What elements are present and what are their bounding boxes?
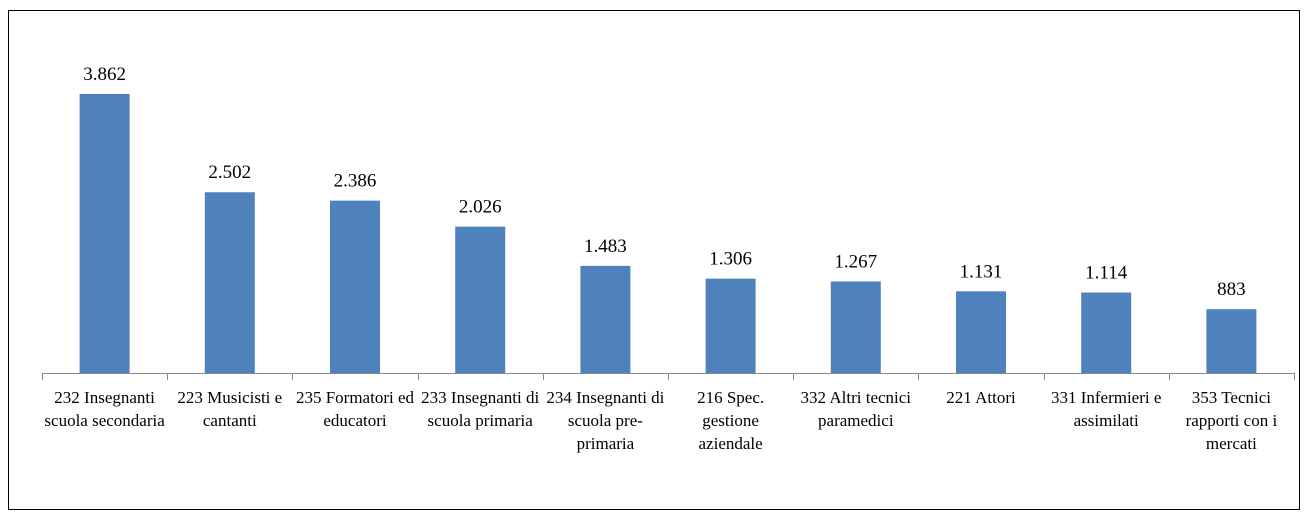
data-label: 1.131: [960, 261, 1003, 282]
bar: [956, 291, 1006, 373]
x-tick-label: 331 Infermieri e assimilati: [1050, 388, 1162, 430]
x-tick-label: 216 Spec. gestione aziendale: [697, 388, 765, 453]
data-label: 2.502: [208, 162, 251, 183]
data-label: 1.306: [709, 249, 752, 270]
bar: [830, 281, 881, 373]
x-tick-label: 221 Attori: [946, 388, 1016, 407]
bar: [1206, 309, 1257, 373]
x-tick-label: 232 Insegnanti scuola secondaria: [44, 388, 165, 430]
bar: [79, 94, 130, 373]
x-tick-label: 235 Formatori ed educatori: [295, 388, 415, 430]
bar: [1081, 292, 1132, 373]
bar: [580, 265, 631, 373]
data-label: 883: [1217, 279, 1246, 300]
data-label: 1.267: [834, 251, 877, 272]
data-label: 3.862: [83, 64, 126, 85]
x-tick-label: 332 Altri tecnici paramedici: [800, 388, 912, 430]
x-tick-label: 353 Tecnici rapporti con i mercati: [1185, 388, 1278, 453]
bar: [330, 200, 380, 373]
frame: [8, 10, 1300, 510]
x-tick-label: 234 Insegnanti di scuola pre-primaria: [546, 388, 665, 453]
x-tick-label: 233 Insegnanti di scuola primaria: [421, 388, 540, 430]
data-label: 1.483: [584, 236, 627, 257]
bar: [705, 278, 756, 373]
data-label: 2.026: [459, 197, 502, 218]
data-label: 2.386: [334, 171, 377, 192]
data-label: 1.114: [1085, 263, 1128, 284]
x-tick-label: 223 Musicisti e cantanti: [177, 388, 283, 430]
bar: [204, 192, 255, 373]
bar: [455, 226, 506, 373]
